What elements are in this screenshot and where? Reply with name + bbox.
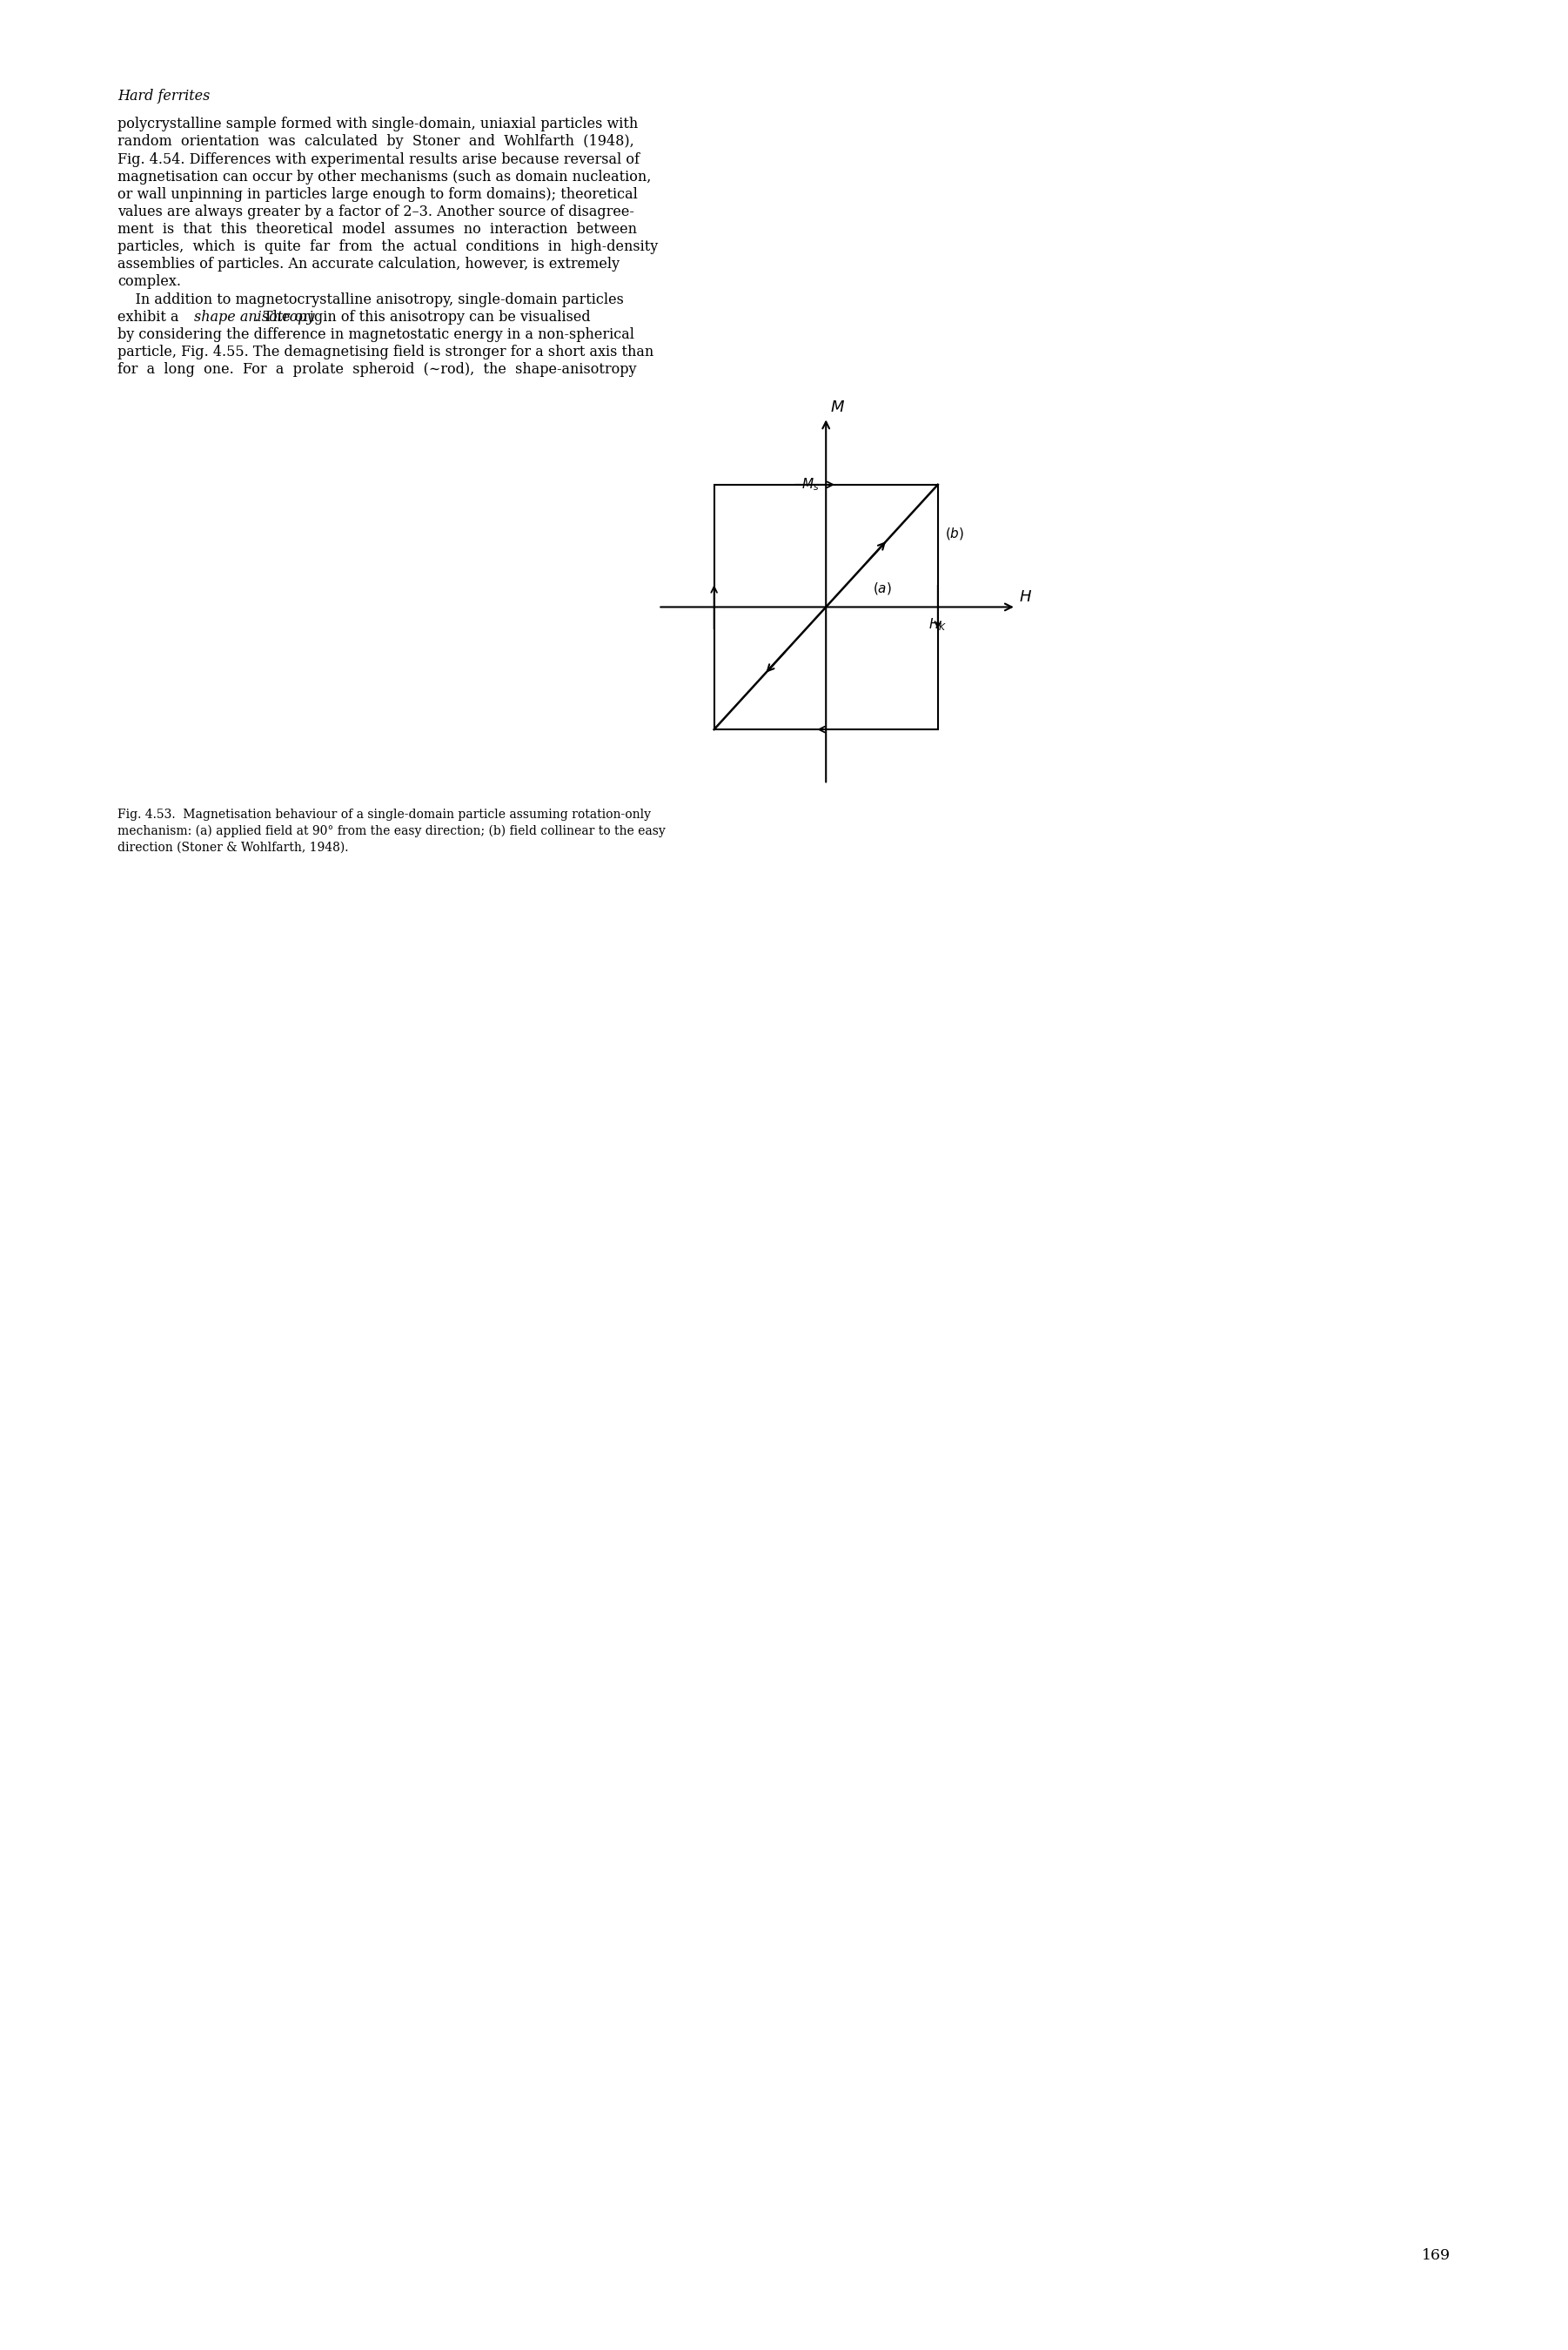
Text: $(b)$: $(b)$ <box>944 526 964 541</box>
Text: by considering the difference in magnetostatic energy in a non-spherical: by considering the difference in magneto… <box>118 327 635 343</box>
Text: exhibit a                 . The origin of this anisotropy can be visualised: exhibit a . The origin of this anisotrop… <box>118 310 591 324</box>
Text: for  a  long  one.  For  a  prolate  spheroid  (∼rod),  the  shape-anisotropy: for a long one. For a prolate spheroid (… <box>118 362 637 376</box>
Text: $H$: $H$ <box>1019 590 1032 604</box>
Text: $M$: $M$ <box>831 400 845 416</box>
Text: Fig. 4.54. Differences with experimental results arise because reversal of: Fig. 4.54. Differences with experimental… <box>118 153 640 167</box>
Text: or wall unpinning in particles large enough to form domains); theoretical: or wall unpinning in particles large eno… <box>118 188 638 202</box>
Text: direction (Stoner & Wohlfarth, 1948).: direction (Stoner & Wohlfarth, 1948). <box>118 841 348 853</box>
Text: ment  is  that  this  theoretical  model  assumes  no  interaction  between: ment is that this theoretical model assu… <box>118 221 637 237</box>
Text: Fig. 4.53.  Magnetisation behaviour of a single-domain particle assuming rotatio: Fig. 4.53. Magnetisation behaviour of a … <box>118 808 651 820</box>
Text: complex.: complex. <box>118 275 180 289</box>
Text: In addition to magnetocrystalline anisotropy, single-domain particles: In addition to magnetocrystalline anisot… <box>118 291 624 308</box>
Text: 169: 169 <box>1422 2249 1450 2263</box>
Text: shape anisotropy: shape anisotropy <box>194 310 315 324</box>
Text: values are always greater by a factor of 2–3. Another source of disagree-: values are always greater by a factor of… <box>118 204 633 219</box>
Bar <box>713 484 938 728</box>
Text: magnetisation can occur by other mechanisms (such as domain nucleation,: magnetisation can occur by other mechani… <box>118 169 651 183</box>
Text: particle, Fig. 4.55. The demagnetising field is stronger for a short axis than: particle, Fig. 4.55. The demagnetising f… <box>118 345 654 360</box>
Text: particles,  which  is  quite  far  from  the  actual  conditions  in  high-densi: particles, which is quite far from the a… <box>118 240 659 254</box>
Text: random  orientation  was  calculated  by  Stoner  and  Wohlfarth  (1948),: random orientation was calculated by Sto… <box>118 134 633 148</box>
Text: assemblies of particles. An accurate calculation, however, is extremely: assemblies of particles. An accurate cal… <box>118 256 619 273</box>
Text: $M_s$: $M_s$ <box>801 477 818 494</box>
Text: mechanism: (a) applied field at 90° from the easy direction; (b) field collinear: mechanism: (a) applied field at 90° from… <box>118 825 665 837</box>
Text: polycrystalline sample formed with single-domain, uniaxial particles with: polycrystalline sample formed with singl… <box>118 118 638 132</box>
Text: $(a)$: $(a)$ <box>873 580 892 597</box>
Text: $H_K$: $H_K$ <box>928 616 947 632</box>
Text: Hard ferrites: Hard ferrites <box>118 89 210 103</box>
